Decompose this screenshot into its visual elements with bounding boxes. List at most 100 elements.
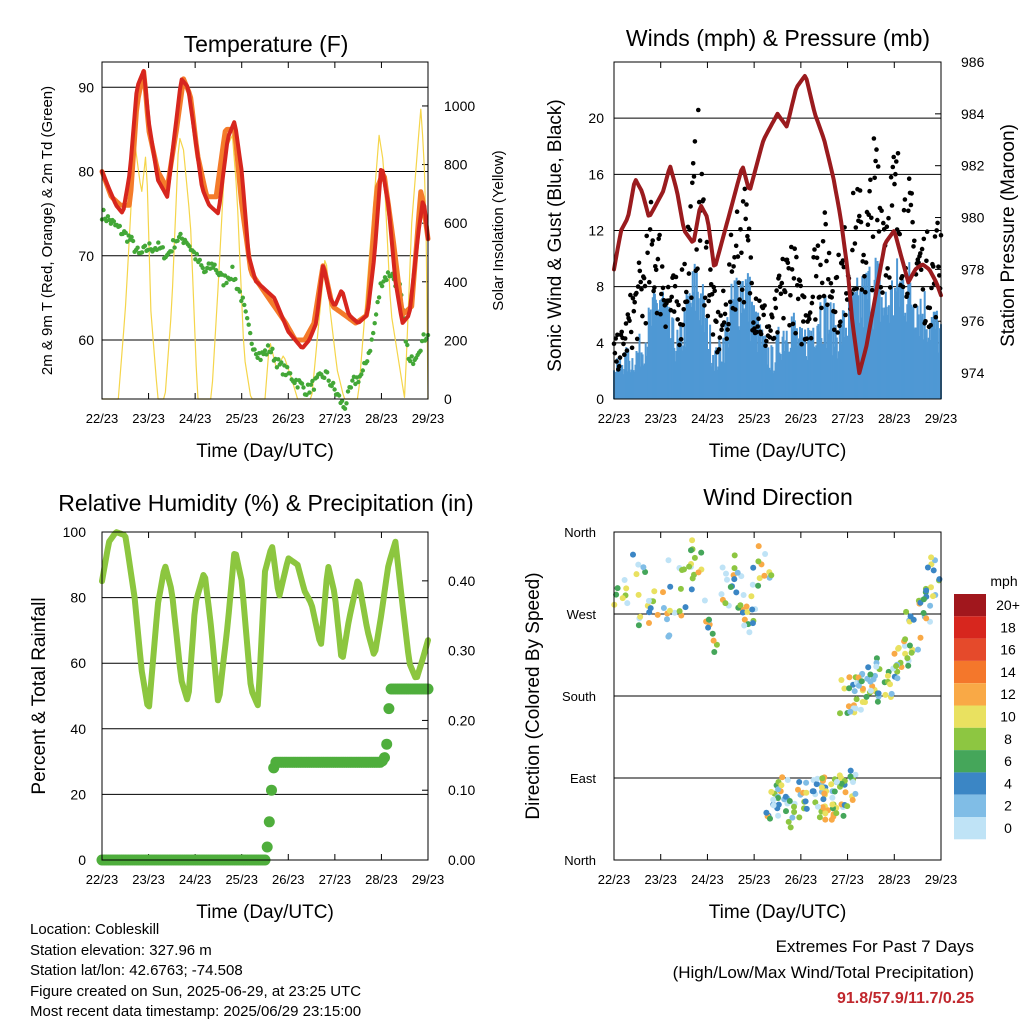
dewpoint-point [169,249,174,254]
gust-point [834,274,840,280]
gust-point [785,260,791,266]
gust-point [774,288,779,293]
gust-point [629,345,635,351]
gust-point [927,305,933,311]
y-right-tick-label: 800 [444,157,468,173]
gust-point [737,297,742,302]
gust-point [924,258,929,264]
colorbar-label: 20+ [996,597,1020,613]
colorbar-label: 8 [1004,731,1012,747]
gust-point [625,312,631,317]
direction-point [840,812,847,819]
direction-point [664,616,670,623]
dewpoint-point [371,330,376,336]
direction-point [691,554,698,561]
gust-point [832,309,838,315]
direction-point [803,779,810,786]
gust-point [818,262,823,268]
gust-point [654,310,660,316]
direction-point [818,784,825,791]
direction-point [857,706,864,713]
gust-point [924,229,930,234]
direction-point [718,591,725,598]
dewpoint-point [344,401,349,406]
gust-point [819,280,825,286]
direction-point [722,600,729,607]
direction-point [775,786,782,793]
gust-point [636,260,642,266]
gust-point [622,352,627,358]
gust-point [640,313,645,319]
y-tick-label: 0 [596,391,604,407]
dewpoint-point [279,360,284,365]
gust-point [696,107,701,113]
gust-point [749,280,754,286]
y-right-tick-label: 1000 [444,98,475,114]
dewpoint-point [350,378,355,383]
gust-point [771,335,777,341]
direction-point [642,569,649,575]
dewpoint-point [243,309,248,314]
gust-point [801,294,807,300]
gust-point [799,341,804,347]
direction-point [775,795,781,801]
gust-point [692,139,698,144]
direction-point [750,564,757,571]
x-tick-label: 22/23 [86,411,119,426]
gust-point [826,250,832,256]
gust-point [628,292,633,298]
gust-point [807,310,813,315]
gust-point [631,308,637,314]
gust-point [617,355,623,360]
dewpoint-point [129,234,134,240]
direction-point [917,634,924,641]
direction-point [640,564,647,571]
gust-point [748,255,754,260]
direction-point [803,805,810,812]
gust-point [919,246,925,252]
gust-point [721,288,726,294]
gust-point [621,341,626,347]
dewpoint-point [246,322,251,327]
dewpoint-point [135,245,140,250]
gust-point [613,336,618,341]
gust-point [865,222,871,227]
direction-point [689,537,696,544]
direction-point [928,584,934,591]
direction-point [740,592,747,598]
dewpoint-point [372,321,377,326]
gust-point [844,291,849,296]
gust-point [719,327,724,333]
dewpoint-point [360,368,365,373]
x-tick-label: 26/23 [272,872,305,887]
direction-point [816,814,823,821]
gust-point [840,258,846,263]
direction-point [637,613,644,620]
dewpoint-point [421,332,426,337]
plot-frame [101,531,429,861]
gust-point [677,342,682,348]
temp-2m-series [100,69,430,350]
gust-point [639,286,644,292]
dewpoint-point [187,244,192,249]
dewpoint-point [276,357,281,362]
direction-point [711,649,718,655]
x-tick-label: 26/23 [272,411,305,426]
y-tick-label: North [564,525,596,540]
gust-point [918,267,924,273]
gust-point [733,243,739,249]
direction-point [849,797,856,803]
direction-point [847,708,854,715]
direction-point [815,803,821,810]
gust-point [669,294,674,300]
gust-point [747,291,753,296]
direction-point [802,798,809,805]
dewpoint-point [403,339,408,344]
gust-point [878,285,884,290]
station-info: Location: Cobleskill Station elevation: … [30,920,361,1023]
dewpoint-point [307,390,312,395]
gust-point [727,262,732,267]
dewpoint-point [105,214,111,219]
colorbar-label: 18 [1000,619,1016,635]
direction-point [905,662,912,669]
